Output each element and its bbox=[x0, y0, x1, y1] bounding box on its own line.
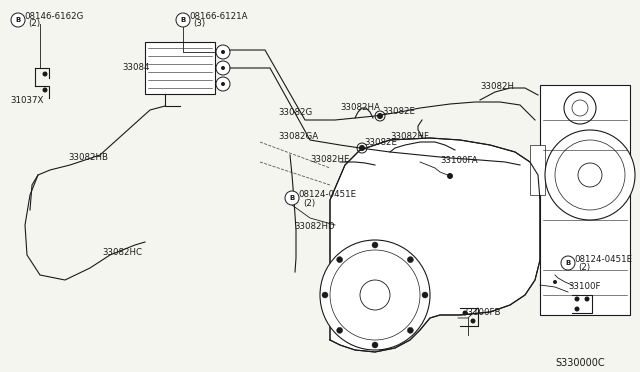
Text: 33082H: 33082H bbox=[480, 82, 514, 91]
Text: 33082HE: 33082HE bbox=[310, 155, 349, 164]
Circle shape bbox=[584, 296, 589, 301]
Text: B: B bbox=[15, 17, 20, 23]
FancyBboxPatch shape bbox=[540, 85, 630, 315]
Text: 33100F: 33100F bbox=[568, 282, 600, 291]
Circle shape bbox=[176, 13, 190, 27]
Circle shape bbox=[447, 173, 453, 179]
Circle shape bbox=[359, 145, 365, 151]
Circle shape bbox=[407, 327, 413, 333]
Text: 08146-6162G: 08146-6162G bbox=[24, 12, 83, 21]
Circle shape bbox=[470, 318, 476, 324]
Circle shape bbox=[221, 82, 225, 86]
Text: 08124-0451E: 08124-0451E bbox=[298, 190, 356, 199]
Circle shape bbox=[216, 77, 230, 91]
FancyBboxPatch shape bbox=[530, 145, 545, 195]
Text: 33082E: 33082E bbox=[364, 138, 397, 147]
Text: 33082HB: 33082HB bbox=[68, 153, 108, 162]
Circle shape bbox=[561, 256, 575, 270]
Circle shape bbox=[11, 13, 25, 27]
Text: B: B bbox=[289, 195, 294, 201]
Circle shape bbox=[42, 87, 47, 93]
Circle shape bbox=[372, 342, 378, 348]
Text: 33082E: 33082E bbox=[382, 107, 415, 116]
Circle shape bbox=[553, 280, 557, 284]
Circle shape bbox=[372, 242, 378, 248]
Circle shape bbox=[285, 191, 299, 205]
Text: 33082HA: 33082HA bbox=[340, 103, 380, 112]
Circle shape bbox=[221, 66, 225, 70]
Text: 33082G: 33082G bbox=[278, 108, 312, 117]
Circle shape bbox=[463, 311, 467, 315]
Circle shape bbox=[422, 292, 428, 298]
Text: (2): (2) bbox=[28, 19, 40, 28]
Circle shape bbox=[42, 71, 47, 77]
Circle shape bbox=[575, 296, 579, 301]
Text: 31037X: 31037X bbox=[10, 96, 44, 105]
Circle shape bbox=[337, 327, 342, 333]
Circle shape bbox=[320, 240, 430, 350]
Circle shape bbox=[407, 257, 413, 263]
Text: B: B bbox=[180, 17, 186, 23]
Text: (3): (3) bbox=[193, 19, 205, 28]
Text: 33100FB: 33100FB bbox=[462, 308, 500, 317]
Text: 33082HF: 33082HF bbox=[390, 132, 429, 141]
Text: (2): (2) bbox=[578, 263, 590, 272]
Text: 33082GA: 33082GA bbox=[278, 132, 318, 141]
Circle shape bbox=[337, 257, 342, 263]
Circle shape bbox=[575, 307, 579, 311]
Circle shape bbox=[377, 113, 383, 119]
FancyBboxPatch shape bbox=[145, 42, 215, 94]
Text: 33082HC: 33082HC bbox=[102, 248, 142, 257]
Text: B: B bbox=[565, 260, 571, 266]
Polygon shape bbox=[330, 138, 540, 352]
Circle shape bbox=[564, 92, 596, 124]
Text: 08124-0451E: 08124-0451E bbox=[574, 255, 632, 264]
Circle shape bbox=[216, 45, 230, 59]
Text: S330000C: S330000C bbox=[555, 358, 605, 368]
Circle shape bbox=[216, 61, 230, 75]
Circle shape bbox=[322, 292, 328, 298]
Text: 33082HD: 33082HD bbox=[294, 222, 335, 231]
Text: (2): (2) bbox=[303, 199, 315, 208]
Text: 33100FA: 33100FA bbox=[440, 156, 477, 165]
Text: 08166-6121A: 08166-6121A bbox=[189, 12, 248, 21]
Text: 33084: 33084 bbox=[122, 63, 150, 72]
Circle shape bbox=[221, 50, 225, 54]
Circle shape bbox=[545, 130, 635, 220]
